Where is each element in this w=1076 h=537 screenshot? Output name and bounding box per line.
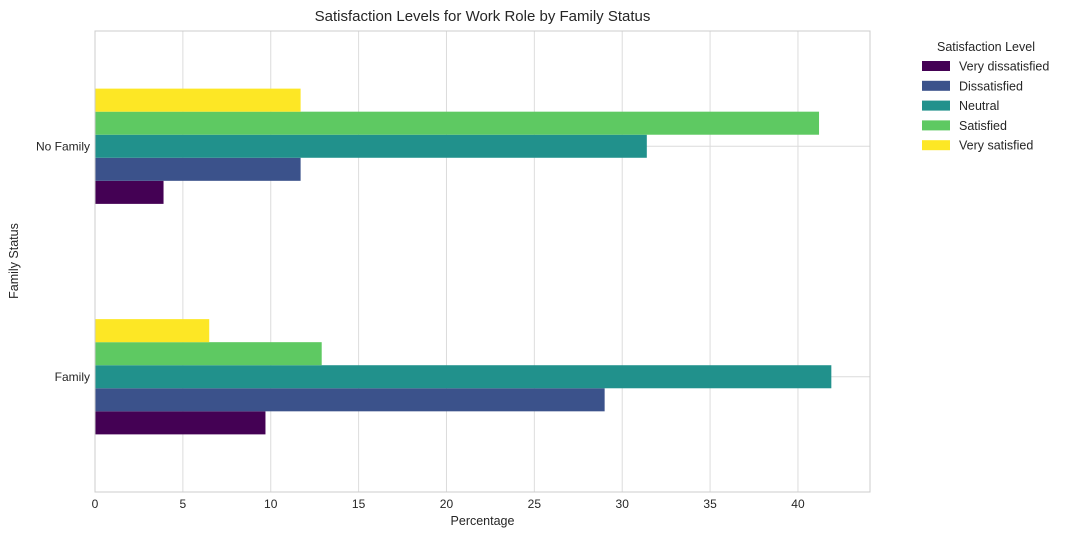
y-tick-labels: Family No Family (36, 139, 90, 384)
bar-satisfied-family (95, 342, 322, 366)
x-tick-label: 10 (264, 497, 278, 511)
bar-neutral-no-family (95, 134, 647, 158)
x-tick-label: 20 (440, 497, 454, 511)
x-tick-label: 5 (180, 497, 187, 511)
legend-label: Neutral (959, 99, 999, 113)
legend-swatch (922, 80, 950, 91)
legend: Satisfaction Level Very dissatisfied Diss… (922, 40, 1049, 153)
bar-satisfied-no-family (95, 111, 820, 135)
bar-very-dissatisfied-no-family (95, 180, 164, 204)
legend-label: Dissatisfied (959, 79, 1023, 93)
chart-title: Satisfaction Levels for Work Role by Fam… (315, 8, 651, 25)
legend-label: Satisfied (959, 119, 1007, 133)
legend-items: Very dissatisfied Dissatisfied Neutral Sati… (922, 60, 1049, 153)
legend-swatch (922, 61, 950, 71)
legend-swatch (922, 100, 950, 111)
bar-very-satisfied-family (95, 319, 210, 343)
legend-swatch (922, 120, 950, 131)
legend-label: Very dissatisfied (959, 60, 1049, 74)
x-axis-label: Percentage (451, 514, 515, 528)
x-tick-label: 40 (791, 497, 805, 511)
plot-frame (94, 30, 871, 493)
bar-very-satisfied-no-family (95, 88, 301, 112)
x-tick-label: 15 (352, 497, 366, 511)
y-tick-label: Family (55, 370, 90, 384)
x-tick-label: 0 (92, 497, 99, 511)
legend-label: Very satisfied (959, 139, 1033, 153)
x-tick-label: 25 (528, 497, 542, 511)
legend-swatch (922, 140, 950, 151)
bar-dissatisfied-no-family (95, 157, 301, 181)
x-tick-label: 30 (616, 497, 630, 511)
x-tick-label: 35 (703, 497, 717, 511)
x-tick-labels: 0 5 10 15 20 25 30 35 40 (92, 497, 805, 511)
y-tick-label: No Family (36, 139, 90, 153)
bars (95, 88, 832, 435)
bar-neutral-family (95, 365, 832, 389)
bar-dissatisfied-family (95, 388, 605, 412)
bar-very-dissatisfied-family (95, 411, 266, 435)
legend-title: Satisfaction Level (937, 40, 1035, 54)
y-axis-label: Family Status (7, 223, 21, 299)
